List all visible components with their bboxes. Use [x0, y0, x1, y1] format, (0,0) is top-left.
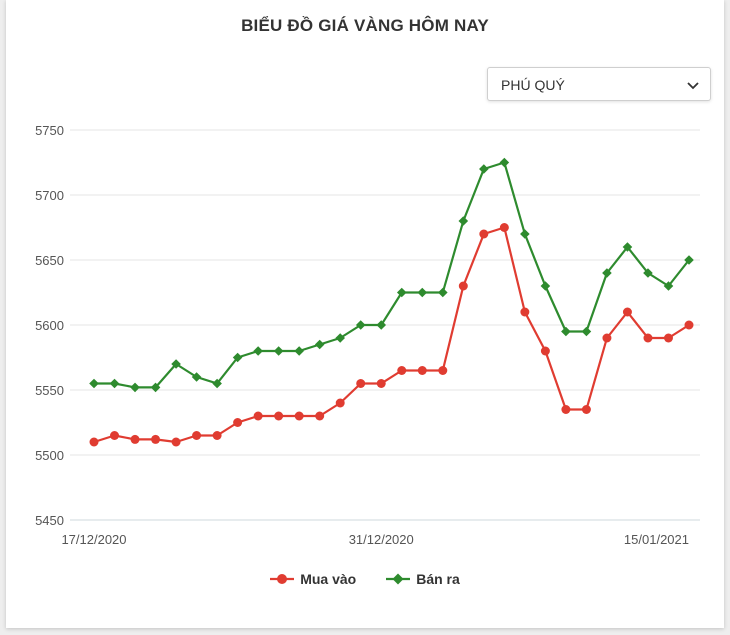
x-tick-label: 31/12/2020	[349, 532, 414, 547]
data-point-buy	[233, 418, 243, 427]
data-point-sell	[417, 287, 428, 298]
y-tick-label: 5600	[35, 318, 64, 333]
data-point-sell	[437, 287, 448, 298]
data-point-sell	[171, 359, 181, 369]
data-point-sell	[130, 382, 140, 393]
data-point-buy	[110, 431, 120, 440]
data-point-sell	[396, 287, 407, 298]
data-point-sell	[684, 255, 694, 265]
y-tick-label: 5750	[35, 123, 64, 138]
data-point-buy	[417, 366, 427, 375]
data-point-sell	[150, 382, 161, 393]
legend-item-sell[interactable]: Bán ra	[386, 571, 460, 587]
data-point-buy	[274, 411, 284, 421]
data-point-buy	[438, 366, 448, 375]
data-point-sell	[294, 346, 304, 356]
data-point-buy	[684, 320, 694, 330]
data-point-sell	[314, 339, 325, 350]
y-axis-ticks: 5450 5500 5550 5600 5650 5700 5750	[35, 123, 64, 528]
data-point-sell	[643, 268, 653, 278]
legend: Mua vào Bán ra	[0, 571, 730, 587]
data-point-buy	[294, 411, 304, 421]
data-point-buy	[643, 333, 653, 343]
data-point-buy	[561, 405, 571, 414]
data-point-sell	[540, 281, 551, 291]
data-point-buy	[212, 431, 222, 440]
data-point-buy	[130, 434, 140, 444]
chart-title: BIỂU ĐỒ GIÁ VÀNG HÔM NAY	[241, 16, 489, 35]
data-point-sell	[581, 326, 592, 337]
data-point-sell	[663, 281, 674, 291]
data-point-buy	[335, 398, 345, 408]
data-point-sell	[622, 242, 633, 252]
x-tick-label: 17/12/2020	[61, 532, 126, 547]
data-point-buy	[171, 437, 181, 447]
y-tick-label: 5700	[35, 188, 64, 203]
data-point-sell	[212, 378, 222, 389]
data-point-buy	[376, 379, 386, 388]
data-point-buy	[253, 411, 263, 421]
legend-label: Bán ra	[416, 571, 460, 587]
data-point-sell	[458, 216, 469, 226]
series-line-sell	[94, 161, 690, 389]
data-point-sell	[109, 378, 120, 389]
y-tick-label: 5450	[35, 513, 64, 528]
grid-lines	[70, 129, 700, 521]
data-point-sell	[376, 320, 387, 330]
legend-marker-icon	[386, 573, 411, 585]
data-point-sell	[479, 164, 489, 174]
data-point-sell	[232, 352, 243, 363]
data-point-buy	[663, 333, 673, 343]
data-point-buy	[192, 431, 202, 440]
data-point-buy	[458, 281, 468, 291]
data-point-buy	[479, 229, 489, 239]
data-point-sell	[335, 333, 346, 343]
data-point-buy	[499, 223, 509, 232]
data-point-buy	[397, 366, 407, 375]
data-point-sell	[499, 157, 510, 168]
data-point-sell	[355, 320, 366, 330]
data-point-sell	[191, 372, 202, 382]
data-point-buy	[602, 333, 612, 343]
data-point-buy	[622, 307, 632, 317]
data-point-sell	[602, 268, 612, 278]
y-tick-label: 5550	[35, 383, 64, 398]
data-point-sell	[273, 346, 284, 356]
brand-select-value: PHÚ QUÝ	[501, 77, 565, 93]
chevron-down-icon	[686, 78, 700, 97]
data-point-sell	[561, 326, 571, 337]
data-point-buy	[89, 437, 99, 447]
legend-label: Mua vào	[300, 571, 357, 587]
data-point-sell	[253, 346, 263, 356]
data-point-buy	[315, 411, 325, 421]
data-point-buy	[520, 307, 530, 317]
y-tick-label: 5650	[35, 253, 64, 268]
data-point-buy	[356, 379, 366, 388]
legend-item-buy[interactable]: Mua vào	[270, 571, 356, 587]
data-point-sell	[520, 229, 530, 239]
data-point-buy	[581, 405, 591, 414]
data-point-buy	[540, 346, 550, 356]
x-tick-label: 15/01/2021	[624, 532, 689, 547]
data-point-sell	[89, 378, 99, 389]
series-group	[89, 157, 694, 447]
chart-card	[6, 0, 724, 628]
data-point-buy	[151, 434, 161, 444]
brand-select[interactable]: PHÚ QUÝ	[487, 67, 711, 101]
legend-marker-icon	[270, 574, 295, 584]
x-axis-ticks: 17/12/2020 31/12/2020 15/01/2021	[61, 532, 689, 547]
y-tick-label: 5500	[35, 448, 64, 463]
